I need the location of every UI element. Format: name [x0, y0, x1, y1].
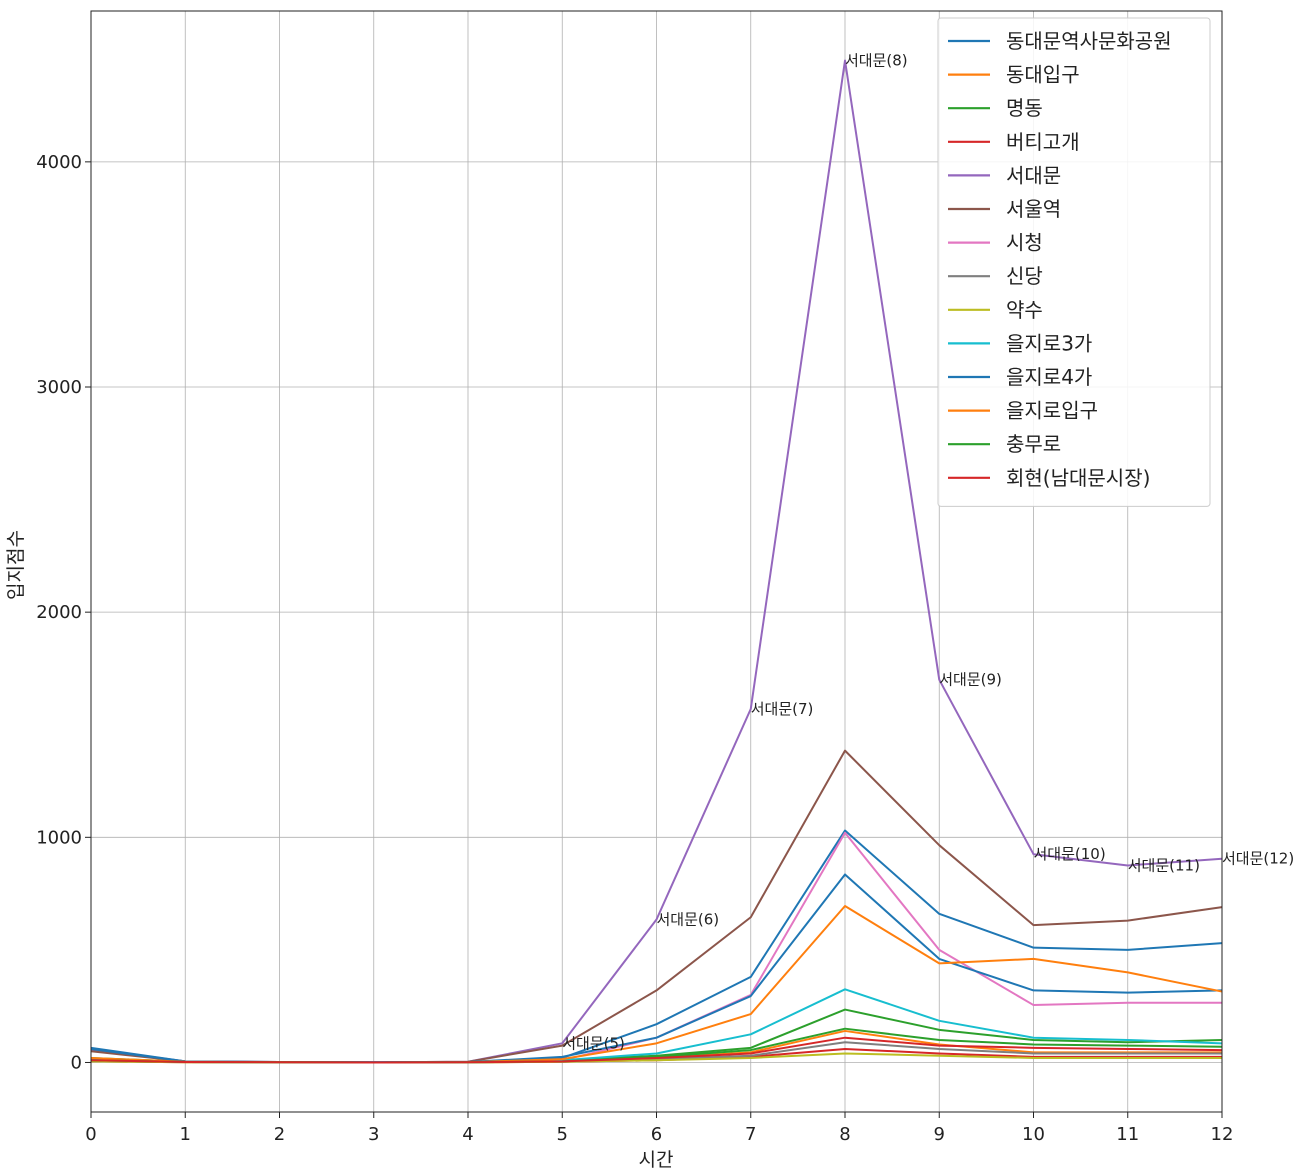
- legend-label: 약수: [1006, 298, 1043, 322]
- y-axis-label: 입지점수: [5, 530, 27, 600]
- series-line-13: [90, 1036, 1223, 1064]
- y-ticks: 0 1000 2000 3000 4000: [36, 152, 91, 1073]
- grid: [90, 11, 1223, 1112]
- x-tick-label: 10: [1022, 1124, 1045, 1145]
- x-tick-label: 1: [180, 1124, 191, 1145]
- annotation-label: 서대문(10): [1034, 845, 1106, 863]
- legend-label: 서대문: [1006, 163, 1061, 187]
- annotation-label: 서대문(11): [1128, 856, 1200, 874]
- x-ticks: 0 1 2 3 4 5 6 7 8 9 10 11 12: [85, 1112, 1233, 1145]
- x-tick-label: 11: [1116, 1124, 1139, 1145]
- annotation-label: 서대문(8): [845, 52, 908, 70]
- legend-label: 을지로4가: [1006, 365, 1092, 389]
- legend-label: 동대문역사문화공원: [1006, 29, 1172, 53]
- legend-label: 동대입구: [1006, 63, 1080, 87]
- x-tick-label: 8: [839, 1124, 850, 1145]
- annotation-label: 서대문(7): [751, 700, 814, 718]
- annotation-label: 서대문(6): [657, 910, 720, 928]
- y-tick-label: 4000: [36, 152, 82, 173]
- legend-box: [937, 17, 1211, 507]
- annotation-label: 서대문(9): [939, 671, 1002, 689]
- legend-label: 을지로3가: [1006, 331, 1092, 355]
- legend-label: 버티고개: [1006, 130, 1080, 154]
- legend-label: 신당: [1006, 264, 1043, 288]
- legend-label: 을지로입구: [1006, 399, 1098, 423]
- x-tick-label: 7: [745, 1124, 756, 1145]
- x-tick-label: 9: [934, 1124, 945, 1145]
- annotations: 서대문(5) 서대문(6) 서대문(7) 서대문(8) 서대문(9) 서대문(10) 서대문…: [562, 52, 1294, 1053]
- y-tick-label: 2000: [36, 602, 82, 623]
- legend-label: 충무로: [1006, 432, 1061, 456]
- x-axis-label: 시간: [639, 1149, 674, 1171]
- x-tick-label: 12: [1211, 1124, 1234, 1145]
- legend-label: 시청: [1006, 231, 1043, 255]
- annotation-label: 서대문(5): [562, 1034, 625, 1052]
- x-tick-label: 4: [462, 1124, 473, 1145]
- legend: 동대문역사문화공원동대입구명동버티고개서대문서울역시청신당약수을지로3가을지로4…: [937, 17, 1211, 507]
- x-tick-label: 2: [274, 1124, 285, 1145]
- annotation-label: 서대문(12): [1222, 850, 1294, 868]
- x-tick-label: 5: [557, 1124, 568, 1145]
- series-lines: [90, 59, 1223, 1064]
- x-tick-label: 6: [651, 1124, 662, 1145]
- legend-label: 회현(남대문시장): [1006, 466, 1150, 490]
- legend-label: 서울역: [1006, 197, 1061, 221]
- y-tick-label: 1000: [36, 827, 82, 848]
- y-tick-label: 3000: [36, 377, 82, 398]
- y-tick-label: 0: [71, 1052, 82, 1073]
- x-tick-label: 0: [85, 1124, 96, 1145]
- x-tick-label: 3: [368, 1124, 379, 1145]
- legend-label: 명동: [1006, 96, 1043, 120]
